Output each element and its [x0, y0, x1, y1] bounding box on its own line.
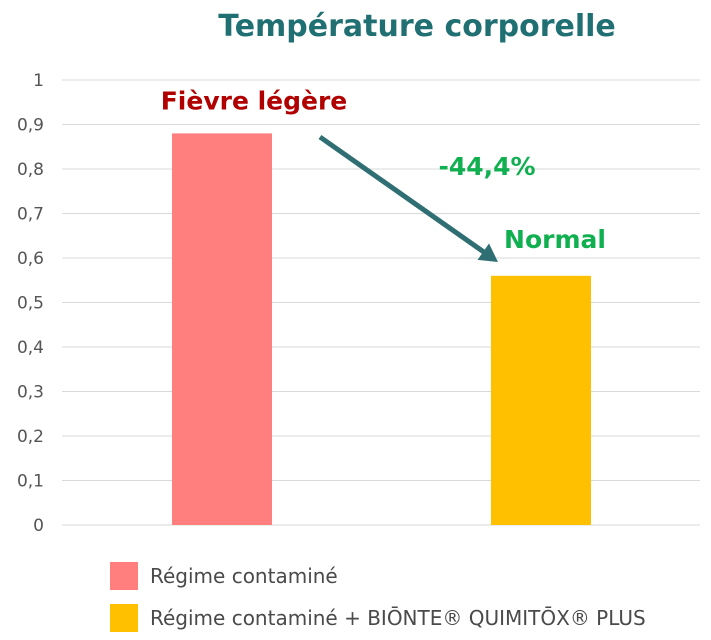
y-tick-label: 0 [33, 516, 44, 536]
y-tick-label: 1 [33, 71, 44, 91]
bars [172, 133, 591, 525]
grid-lines [62, 79, 700, 526]
legend-label-series-2: Régime contaminé + BIŌNTE® QUIMITŌX® PLU… [150, 606, 646, 630]
y-tick-label: 0,7 [17, 205, 44, 225]
legend-item-series-1: Régime contaminé [110, 556, 700, 596]
chart-title: Température corporelle [218, 9, 616, 44]
bar-series-2 [491, 275, 591, 525]
arrow-shaft [318, 134, 488, 256]
change-annotation: -44,4% [438, 152, 535, 181]
y-tick-label: 0,6 [17, 249, 44, 269]
arrow [318, 134, 498, 262]
y-tick-label: 0,1 [17, 472, 44, 492]
y-tick-label: 0,4 [17, 338, 44, 358]
y-tick-label: 0,9 [17, 116, 44, 136]
y-axis-ticks: 0 0,1 0,2 0,3 0,4 0,5 0,6 0,7 0,8 0,9 1 [17, 71, 44, 536]
annotations: Fièvre légère Normal -44,4% [161, 86, 606, 262]
bar-series-1 [172, 133, 272, 525]
arrow-head [477, 243, 498, 262]
legend-swatch-series-2 [110, 604, 138, 632]
legend-swatch-series-1 [110, 562, 138, 590]
y-tick-label: 0,2 [17, 427, 44, 447]
y-tick-label: 0,3 [17, 383, 44, 403]
y-tick-label: 0,8 [17, 160, 44, 180]
legend-label-series-1: Régime contaminé [150, 564, 338, 588]
y-tick-label: 0,5 [17, 294, 44, 314]
legend: Régime contaminé Régime contaminé + BIŌN… [110, 556, 700, 640]
temperature-chart: Température corporelle 00,10,20,30,40,50… [17, 9, 700, 536]
legend-item-series-2: Régime contaminé + BIŌNTE® QUIMITŌX® PLU… [110, 598, 700, 638]
bar2-annotation: Normal [504, 225, 606, 254]
bar1-annotation: Fièvre légère [161, 86, 348, 115]
